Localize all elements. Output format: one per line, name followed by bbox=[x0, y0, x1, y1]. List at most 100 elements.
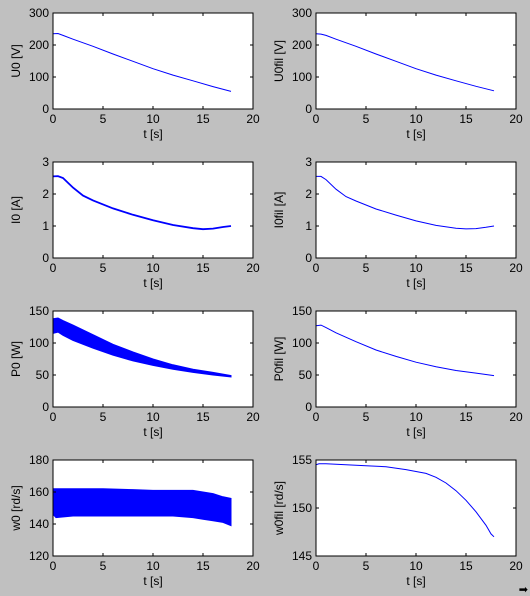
y-tick-label: 0 bbox=[42, 251, 49, 265]
y-tick-label: 2 bbox=[305, 187, 312, 201]
y-tick-label: 300 bbox=[29, 6, 49, 20]
x-tick-label: 15 bbox=[196, 559, 210, 573]
x-axis-label: t [s] bbox=[143, 425, 162, 439]
y-tick-label: 1 bbox=[42, 219, 49, 233]
x-tick-label: 10 bbox=[409, 559, 423, 573]
x-tick-label: 10 bbox=[146, 559, 160, 573]
x-tick-label: 10 bbox=[146, 261, 160, 275]
x-axis-label: t [s] bbox=[406, 574, 425, 588]
axes-face bbox=[53, 162, 253, 258]
y-tick-label: 2 bbox=[42, 187, 49, 201]
y-axis-label: I0 [A] bbox=[9, 196, 23, 224]
y-tick-label: 0 bbox=[305, 400, 312, 414]
x-tick-label: 10 bbox=[146, 410, 160, 424]
y-tick-label: 100 bbox=[29, 336, 49, 350]
x-tick-label: 15 bbox=[459, 112, 473, 126]
x-tick-label: 20 bbox=[509, 112, 523, 126]
x-axis-label: t [s] bbox=[143, 574, 162, 588]
x-tick-label: 0 bbox=[313, 261, 320, 275]
corner-arrow-icon: ➡ bbox=[518, 583, 528, 596]
y-tick-label: 0 bbox=[42, 102, 49, 116]
x-tick-label: 5 bbox=[100, 261, 107, 275]
y-tick-label: 300 bbox=[292, 6, 312, 20]
y-tick-label: 0 bbox=[305, 102, 312, 116]
x-tick-label: 20 bbox=[509, 559, 523, 573]
y-tick-label: 150 bbox=[292, 501, 312, 515]
x-axis-label: t [s] bbox=[406, 425, 425, 439]
x-tick-label: 5 bbox=[363, 261, 370, 275]
x-tick-label: 20 bbox=[246, 559, 260, 573]
series-band bbox=[53, 317, 232, 378]
y-tick-label: 145 bbox=[292, 549, 312, 563]
x-tick-label: 5 bbox=[100, 410, 107, 424]
x-tick-label: 5 bbox=[363, 112, 370, 126]
y-tick-label: 3 bbox=[305, 155, 312, 169]
y-tick-label: 0 bbox=[305, 251, 312, 265]
x-tick-label: 0 bbox=[50, 112, 57, 126]
axes-face bbox=[53, 13, 253, 109]
subplot-7: 0 5 10 15 20 120 140 160 180 t [s] w0 [rd/s] bbox=[9, 453, 260, 588]
y-tick-label: 50 bbox=[36, 368, 50, 382]
y-axis-label: w0 [rd/s] bbox=[9, 485, 23, 531]
x-tick-label: 5 bbox=[100, 112, 107, 126]
subplot-5: 0 5 10 15 20 0 50 100 150 t [s] P0 [W] bbox=[9, 304, 260, 439]
x-tick-label: 5 bbox=[363, 410, 370, 424]
x-tick-label: 10 bbox=[409, 112, 423, 126]
x-tick-label: 15 bbox=[196, 112, 210, 126]
y-tick-label: 100 bbox=[292, 336, 312, 350]
x-tick-label: 15 bbox=[459, 261, 473, 275]
y-tick-label: 160 bbox=[29, 485, 49, 499]
y-tick-label: 100 bbox=[292, 70, 312, 84]
x-tick-label: 5 bbox=[363, 559, 370, 573]
series-line bbox=[316, 463, 495, 538]
x-tick-label: 20 bbox=[509, 410, 523, 424]
x-tick-label: 5 bbox=[100, 559, 107, 573]
x-tick-label: 0 bbox=[50, 410, 57, 424]
axes-face bbox=[316, 311, 516, 407]
subplot-4: 0 5 10 15 20 0 1 2 3 t [s] I0fil [A] bbox=[272, 155, 523, 290]
y-tick-label: 200 bbox=[292, 38, 312, 52]
series-line bbox=[53, 32, 232, 92]
x-tick-label: 0 bbox=[50, 261, 57, 275]
x-tick-label: 20 bbox=[246, 112, 260, 126]
series-band bbox=[53, 488, 232, 527]
series-line bbox=[316, 324, 495, 377]
subplot-3: 0 5 10 15 20 0 1 2 3 t [s] I0 [A] bbox=[9, 155, 260, 290]
y-tick-label: 155 bbox=[292, 453, 312, 467]
axes-face bbox=[316, 162, 516, 258]
subplot-8: 0 5 10 15 20 145 150 155 t [s] w0fil [rd/s] bbox=[272, 453, 523, 588]
y-axis-label: w0fil [rd/s] bbox=[272, 481, 286, 536]
y-tick-label: 0 bbox=[42, 400, 49, 414]
axes-face bbox=[316, 460, 516, 556]
x-tick-label: 20 bbox=[246, 261, 260, 275]
y-tick-label: 120 bbox=[29, 549, 49, 563]
series-line bbox=[316, 33, 495, 92]
series-line bbox=[316, 175, 495, 230]
x-tick-label: 15 bbox=[196, 410, 210, 424]
y-axis-label: P0 [W] bbox=[9, 341, 23, 377]
y-axis-label: U0 [V] bbox=[9, 44, 23, 77]
y-tick-label: 150 bbox=[29, 304, 49, 318]
y-tick-label: 1 bbox=[305, 219, 312, 233]
y-tick-label: 150 bbox=[292, 304, 312, 318]
x-tick-label: 15 bbox=[196, 261, 210, 275]
y-tick-label: 50 bbox=[299, 368, 313, 382]
y-tick-label: 100 bbox=[29, 70, 49, 84]
y-tick-label: 3 bbox=[42, 155, 49, 169]
subplot-6: 0 5 10 15 20 0 50 100 150 t [s] P0fil [W] bbox=[272, 304, 523, 439]
y-axis-label: P0fil [W] bbox=[272, 337, 286, 382]
x-tick-label: 0 bbox=[50, 559, 57, 573]
x-tick-label: 10 bbox=[146, 112, 160, 126]
y-tick-label: 200 bbox=[29, 38, 49, 52]
y-axis-label: I0fil [A] bbox=[272, 192, 286, 229]
x-tick-label: 20 bbox=[246, 410, 260, 424]
x-tick-label: 0 bbox=[313, 410, 320, 424]
x-tick-label: 20 bbox=[509, 261, 523, 275]
axes-face bbox=[316, 13, 516, 109]
x-axis-label: t [s] bbox=[143, 127, 162, 141]
y-tick-label: 180 bbox=[29, 453, 49, 467]
y-axis-label: U0fil [V] bbox=[272, 40, 286, 82]
